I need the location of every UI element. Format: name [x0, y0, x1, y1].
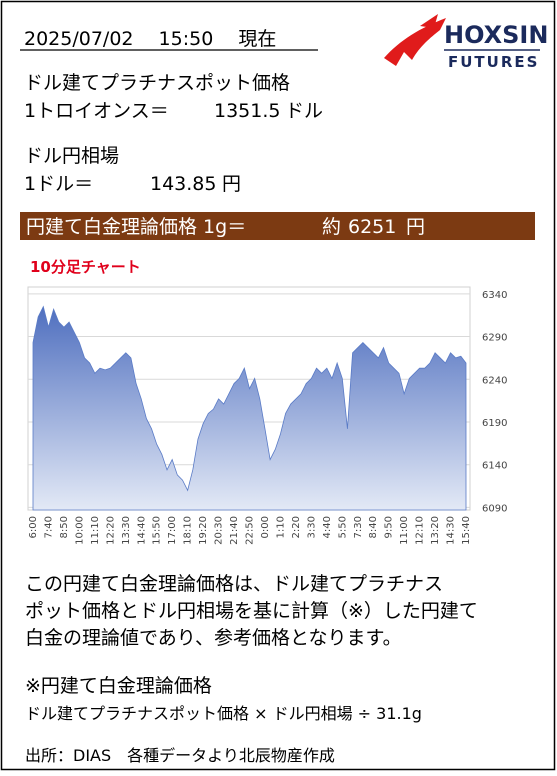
- x-tick-label: 14:30: [446, 516, 457, 545]
- x-tick-label: 3:30: [306, 516, 317, 538]
- x-tick-label: 8:40: [368, 516, 379, 538]
- x-tick-label: 13:20: [430, 516, 441, 545]
- note-line: ポット価格とドル円相場を基に計算（※）した円建て: [25, 600, 478, 622]
- x-tick-label: 17:00: [167, 516, 178, 545]
- y-tick-label: 6090: [482, 503, 507, 514]
- fx-value: 143.85: [150, 173, 216, 195]
- logo-sub: FUTURES: [448, 53, 539, 71]
- fx-title: ドル円相場: [24, 145, 119, 167]
- x-tick-label: 15:40: [461, 516, 472, 545]
- x-tick-label: 0:00: [260, 516, 271, 538]
- formula-text: ドル建てプラチナスポット価格 × ドル円相場 ÷ 31.1g: [25, 704, 422, 723]
- x-tick-label: 22:50: [245, 516, 256, 545]
- logo-name: HOXSIN: [444, 21, 548, 49]
- x-tick-label: 19:20: [198, 516, 209, 545]
- x-tick-label: 11:00: [399, 516, 410, 545]
- note-line: 白金の理論値であり、参考価格となります。: [25, 627, 402, 649]
- spot-label: 1トロイオンス＝: [24, 100, 169, 122]
- x-tick-label: 2:20: [291, 516, 302, 538]
- x-tick-label: 13:30: [121, 516, 132, 545]
- x-tick-label: 9:50: [384, 516, 395, 538]
- x-tick-label: 18:10: [183, 516, 194, 545]
- x-tick-label: 20:30: [214, 516, 225, 545]
- x-tick-label: 5:50: [337, 516, 348, 538]
- x-tick-label: 11:10: [90, 516, 101, 545]
- banner: [20, 212, 535, 240]
- fx-label: 1ドル＝: [24, 173, 93, 195]
- x-tick-label: 7:30: [353, 516, 364, 538]
- theory-prefix: 約: [322, 216, 341, 238]
- x-tick-label: 1:10: [275, 516, 286, 538]
- spot-value: 1351.5: [214, 100, 280, 122]
- date-time: 2025/07/02 15:50 現在: [24, 28, 276, 50]
- x-tick-label: 8:50: [59, 516, 70, 538]
- y-tick-label: 6340: [482, 290, 507, 301]
- area: [32, 305, 467, 511]
- chart-title: 10分足チャート: [30, 258, 141, 276]
- fx-unit: 円: [222, 173, 241, 195]
- y-tick-label: 6140: [482, 461, 507, 472]
- x-tick-label: 15:50: [152, 516, 163, 545]
- logo-swoosh: [384, 14, 446, 66]
- x-tick-label: 6:00: [28, 516, 39, 538]
- y-tick-label: 6240: [482, 375, 507, 386]
- source: 出所：DIAS 各種データより北辰物産作成: [25, 746, 335, 765]
- spot-title: ドル建てプラチナスポット価格: [24, 72, 290, 94]
- x-tick-label: 14:40: [136, 516, 147, 545]
- x-tick-label: 7:40: [43, 516, 54, 538]
- x-tick-label: 10:00: [74, 516, 85, 545]
- chart: 6090 6140 6190 6240 6290 6340 6:00 7:40 8:50 10:0…: [27, 286, 507, 545]
- y-tick-label: 6190: [482, 418, 507, 429]
- spot-unit: ドル: [285, 100, 323, 122]
- theory-unit: 円: [406, 216, 425, 238]
- formula-title: ※円建て白金理論価格: [25, 675, 212, 697]
- theory-value: 6251: [348, 216, 396, 238]
- x-tick-label: 4:40: [322, 516, 333, 538]
- x-tick-label: 21:40: [229, 516, 240, 545]
- logo: HOXSIN FUTURES: [384, 14, 548, 71]
- note-line: この円建て白金理論価格は、ドル建てプラチナス: [25, 573, 443, 595]
- x-tick-label: 12:10: [415, 516, 426, 545]
- theory-label: 円建て白金理論価格 1g＝: [26, 216, 246, 238]
- x-tick-label: 12:20: [105, 516, 116, 545]
- y-tick-label: 6290: [482, 333, 507, 344]
